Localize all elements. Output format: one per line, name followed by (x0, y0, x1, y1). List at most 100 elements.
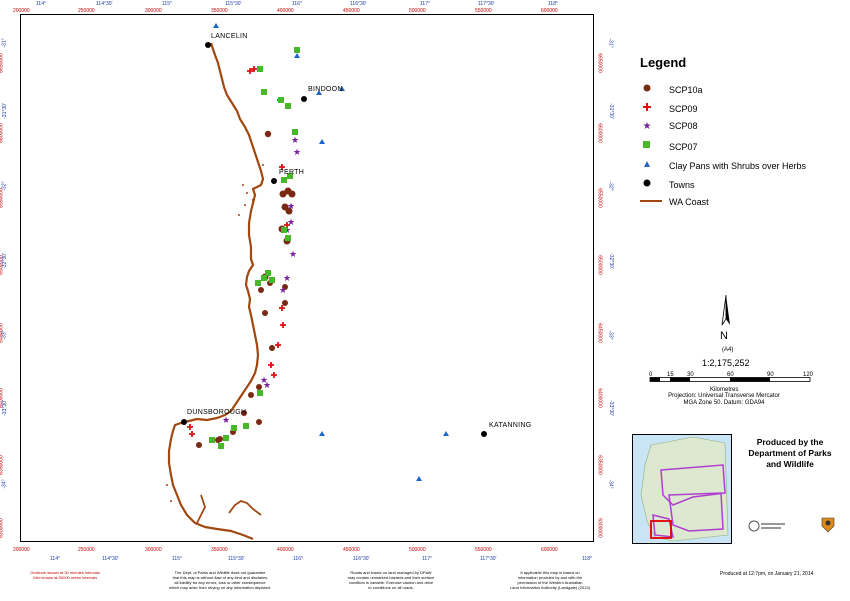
scale-tick: 30 (687, 372, 694, 378)
tick-top-longitude: 114° (36, 1, 46, 7)
tick-right-latitude: -31° (607, 38, 614, 48)
scale-bar (648, 370, 813, 388)
tick-left-northing: 6600000 (0, 123, 5, 143)
footnote-line: permission of the Western Australian (517, 580, 583, 585)
legend-item-scp07: SCP07 (640, 140, 698, 152)
svg-text:★: ★ (283, 226, 291, 236)
footnote-line: condition is variable. Exercise caution … (348, 580, 434, 585)
tick-top-easting: 600000 (541, 8, 558, 14)
map-frame: ★ ★ ★ ★ ★ ★ ★ ★ ★ ★ ★ (20, 14, 594, 542)
circle-icon (640, 83, 654, 95)
tick-right-northing: 6350000 (596, 455, 603, 475)
svg-text:★: ★ (222, 416, 230, 426)
tick-right-northing: 6550000 (596, 188, 603, 208)
footnote-disclaimer: The Dept. of Parks and Wildlife does not… (150, 570, 290, 590)
svg-text:★: ★ (287, 202, 295, 212)
tick-left-latitude: -33° (1, 330, 8, 340)
tick-right-northing: 6600000 (596, 123, 603, 143)
scp09-marks (187, 66, 290, 437)
legend-label: SCP08 (669, 121, 698, 131)
tick-left-latitude: -31° (1, 38, 8, 48)
footnote-line: Roads and tracks on land managed by DPaW (350, 570, 432, 575)
legend-item-claypans: Clay Pans with Shrubs over Herbs (640, 159, 806, 171)
svg-text:N: N (720, 330, 728, 342)
tick-top-longitude: 118° (548, 1, 558, 7)
tick-top-easting: 250000 (78, 8, 95, 14)
scale-ratio: 1:2,175,252 (702, 358, 750, 368)
legend-label: Clay Pans with Shrubs over Herbs (669, 161, 807, 171)
town-label-perth: PERTH (279, 169, 305, 176)
tick-bottom-easting: 400000 (277, 547, 294, 553)
svg-text:★: ★ (263, 381, 271, 391)
svg-text:★: ★ (279, 286, 287, 296)
tick-top-longitude: 114°30' (96, 1, 113, 7)
town-marks (181, 42, 487, 437)
scale-tick: 15 (667, 372, 674, 378)
svg-text:★: ★ (283, 274, 291, 284)
scale-tick: 60 (727, 372, 734, 378)
tick-top-longitude: 115°30' (225, 1, 242, 7)
legend-label: SCP07 (669, 142, 698, 152)
svg-text:★: ★ (289, 250, 297, 260)
footnote-line: all liability for any errors, loss or ot… (174, 580, 266, 585)
tick-right-latitude: -33° (607, 330, 614, 340)
tick-right-northing: 6400000 (596, 388, 603, 408)
dpaw-logo-icon (748, 518, 788, 539)
tick-bottom-longitude: 114°30' (102, 556, 119, 562)
tick-left-latitude: -32° (1, 181, 8, 191)
tick-bottom-easting: 450000 (343, 547, 360, 553)
svg-text:★: ★ (291, 136, 299, 146)
projection-label: Projection: Universal Transverse Mercato… (668, 393, 780, 399)
tick-left-latitude: -34° (1, 479, 8, 489)
tick-bottom-longitude: 117°30' (480, 556, 497, 562)
tick-top-easting: 450000 (343, 8, 360, 14)
tick-bottom-longitude: 117° (422, 556, 432, 562)
wa-government-crest-icon (820, 516, 836, 539)
scale-tick: 90 (767, 372, 774, 378)
tick-bottom-easting: 500000 (409, 547, 426, 553)
scp07-marks (209, 47, 300, 449)
produced-at-label: Produced at 12:7pm, on January 21, 2014 (720, 571, 814, 577)
scp08-marks: ★★ ★★ ★★ ★★ ★★ ★ (222, 136, 301, 426)
tick-right-northing: 6650000 (596, 53, 603, 73)
star-icon: ★ (642, 121, 652, 132)
tick-right-northing: 6500000 (596, 255, 603, 275)
inset-locator-map (632, 434, 732, 544)
tick-left-northing: 6350000 (0, 455, 5, 475)
tick-bottom-easting: 550000 (475, 547, 492, 553)
dot-icon (640, 178, 654, 190)
legend-label: Towns (669, 180, 695, 190)
tick-bottom-easting: 350000 (211, 547, 228, 553)
wa-coast-line (167, 42, 265, 541)
legend-item-scp10a: SCP10a (640, 83, 703, 95)
footnote-line: to conditions on all roads. (368, 585, 414, 590)
tick-top-easting: 400000 (277, 8, 294, 14)
town-label-dunsborough: DUNSBOROUGH (187, 409, 247, 416)
tick-bottom-longitude: 118° (582, 556, 592, 562)
plus-icon (640, 102, 654, 114)
tick-right-latitude: -32°30' (607, 253, 614, 269)
tick-top-easting: 550000 (475, 8, 492, 14)
scale-tick: 0 (649, 372, 653, 378)
tick-right-latitude: -34° (607, 479, 614, 489)
legend-item-scp09: SCP09 (640, 102, 698, 114)
scale-tick: 120 (803, 372, 814, 378)
tick-bottom-longitude: 116° (293, 556, 303, 562)
inlet-line (196, 494, 262, 524)
legend: Legend SCP10a SCP09 ★ SCP08 SCP07 Clay Pa… (640, 55, 845, 207)
legend-label: SCP09 (669, 104, 698, 114)
tick-right-latitude: -31°30' (607, 103, 614, 119)
tick-bottom-longitude: 116°30' (353, 556, 370, 562)
footnote-line: information provided by and with the (517, 575, 583, 580)
line-icon (640, 197, 662, 207)
tick-right-northing: 6450000 (596, 323, 603, 343)
scale-unit-label: Kilometres (710, 387, 739, 393)
triangle-icon (640, 159, 654, 171)
town-label-katanning: KATANNING (489, 422, 532, 429)
tick-left-latitude: -31°30' (1, 103, 8, 119)
svg-text:★: ★ (260, 376, 268, 386)
svg-text:★: ★ (287, 218, 295, 228)
square-icon (640, 140, 654, 152)
tick-left-northing: 6550000 (0, 188, 5, 208)
footnote-line: which may arise from relying on any info… (168, 585, 272, 590)
